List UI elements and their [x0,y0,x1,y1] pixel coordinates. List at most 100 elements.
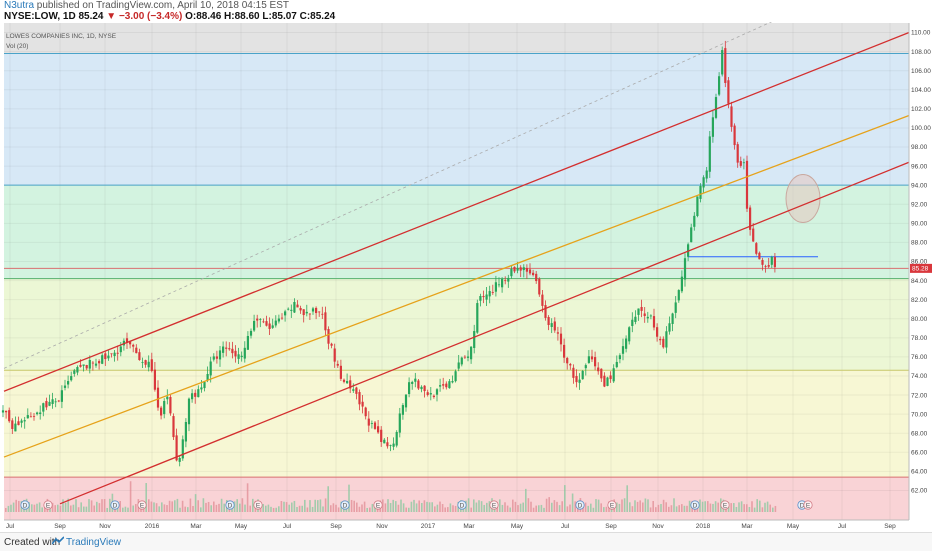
candle-body [166,396,169,400]
volume-bar [488,501,491,512]
candle [327,326,330,350]
candle [163,398,166,419]
candle [76,365,79,376]
candle-body [160,407,163,416]
candle-body [94,363,98,366]
date-tick-label: Jul [561,523,570,530]
volume-bar [101,499,103,512]
candle [104,350,107,366]
volume-bar [577,506,579,512]
candle-body [32,415,36,417]
price-chart[interactable]: D D D D D D D DE E E E E E E E 110.00108.00106.00104.0… [0,22,932,532]
candle [432,394,435,399]
volume-bar [348,484,350,512]
volume-bar [77,507,80,512]
earnings-marker-letter: E [806,502,811,509]
candle [404,394,408,412]
candle [349,375,352,394]
candle [705,167,708,183]
candle-body [485,294,488,300]
candle-body [581,370,584,380]
candle-body [5,410,8,413]
candle-body [578,379,581,383]
volume-bar [748,507,751,512]
candle-body [553,321,556,331]
candle [107,350,110,361]
candle [249,328,253,339]
candle [597,362,600,375]
volume-bar [621,499,623,512]
price-tick-label: 68.00 [911,430,928,437]
volume-bar [597,499,600,512]
candle [621,338,625,361]
candle [501,277,504,293]
candle-body [597,367,600,372]
volume-bar [106,507,108,512]
candle [680,270,683,294]
volume-indicator-label: Vol (20) [6,43,28,50]
candle [414,372,417,388]
volume-bar [665,502,667,512]
volume-bar [288,504,290,512]
candle [711,110,714,143]
candle-body [724,48,727,83]
volume-bar [441,504,444,512]
candle-body [569,364,572,366]
volume-bar [522,502,524,512]
volume-bar [384,503,387,512]
tradingview-brand[interactable]: TradingView [66,537,122,548]
candle-body [274,320,277,326]
date-tick-label: Sep [884,523,896,530]
candle [677,289,680,303]
author-link[interactable]: N3utra [4,0,35,11]
candle-body [268,323,271,329]
candle [578,373,581,390]
earnings-marker: E [373,500,383,510]
volume-bar [545,498,548,512]
volume-bar [200,507,202,512]
candle-body [256,318,259,321]
volume-bar [759,500,761,512]
dividend-marker-letter: D [578,502,583,509]
volume-bar [761,507,764,512]
date-tick-label: Mar [190,523,202,530]
candle [426,389,429,397]
volume-bar [265,505,267,512]
volume-bar [57,504,59,512]
volume-bar [304,499,306,512]
candle [215,350,218,364]
price-tick-label: 78.00 [911,335,928,342]
candle-body [749,207,752,230]
volume-bar [709,503,712,512]
volume-bar [480,501,483,512]
candle [231,341,234,359]
volume-bar [10,504,12,512]
volume-bar [644,498,647,512]
candle-body [280,317,284,319]
volume-bar [527,498,530,512]
volume-bar [618,503,621,512]
price-tick-label: 70.00 [911,411,928,418]
candle-body [178,457,181,462]
candle-body [91,362,94,364]
candle-body [172,416,175,438]
candle-body [501,278,504,288]
publish-line: N3utra published on TradingView.com, Apr… [4,0,289,11]
candle-body [621,346,625,354]
zone-grey [4,23,909,54]
candle [194,389,197,404]
candle [494,275,497,297]
candle [442,377,445,390]
candle [764,264,767,273]
volume-bar [629,502,631,512]
candle-body [237,354,240,359]
volume-bar [67,498,69,512]
candle [5,410,8,419]
candle [522,264,525,278]
candle [628,326,631,345]
volume-bar [473,499,475,512]
volume-bar [176,498,179,512]
candle-body [209,361,212,376]
volume-bar [764,502,766,512]
candle [473,324,476,354]
